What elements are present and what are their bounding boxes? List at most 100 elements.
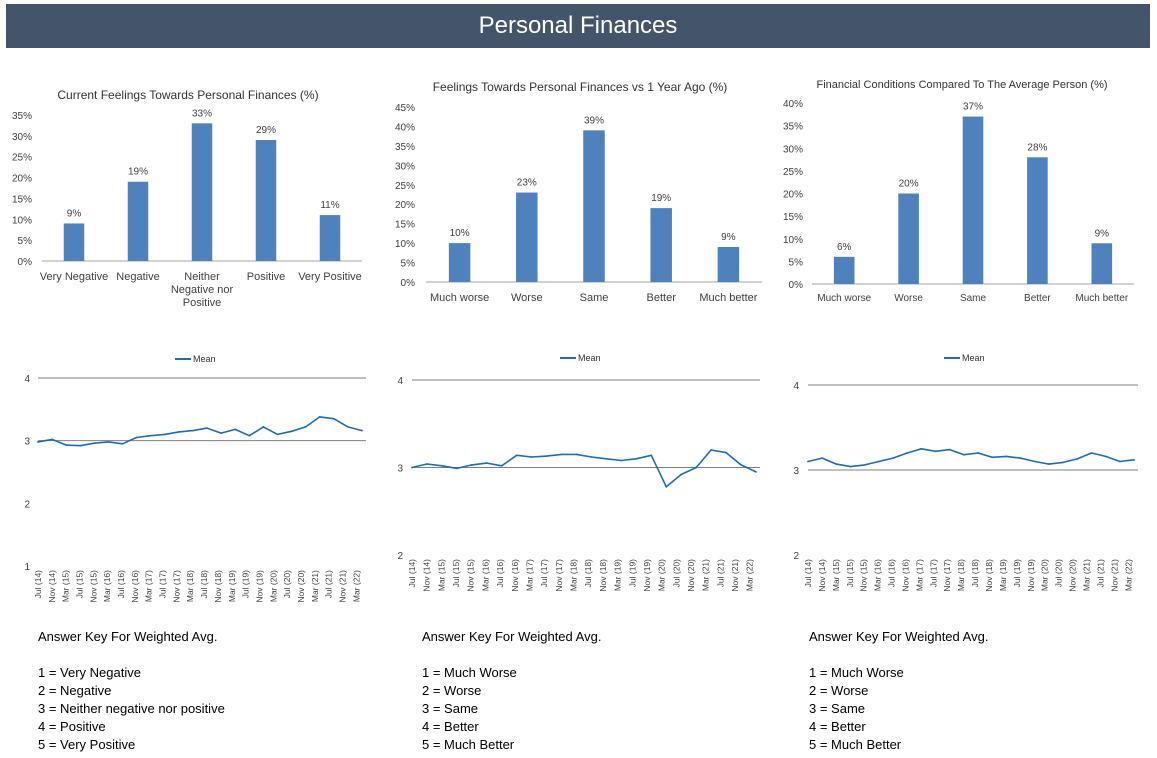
bar [191, 123, 213, 261]
y-tick-label: 2 [397, 551, 403, 562]
data-point [920, 447, 923, 450]
data-point [177, 430, 180, 433]
x-tick-label: Jul (15) [845, 559, 855, 588]
data-point [121, 442, 124, 445]
data-point [530, 456, 533, 458]
y-tick-label: 3 [793, 466, 799, 477]
x-tick-label: Very Positive [298, 271, 362, 283]
y-tick-label: 30% [395, 161, 415, 172]
answer-key-item: 3 = Neither negative nor positive [38, 701, 225, 716]
x-tick-label: Better [647, 292, 677, 304]
data-point [220, 432, 223, 435]
x-tick-label: Jul (20) [1054, 559, 1064, 588]
x-tick-label: Jul (15) [75, 570, 85, 599]
bar [962, 116, 984, 284]
x-tick-label: Mar (18) [569, 559, 579, 591]
data-label: 9% [1095, 228, 1110, 239]
x-tick-label: Mar (16) [480, 559, 490, 591]
x-tick-label: Mar (20) [268, 570, 278, 602]
y-tick-label: 3 [397, 464, 403, 475]
bar [1027, 157, 1048, 284]
x-tick-label: Mar (20) [1040, 559, 1050, 591]
x-tick-label: Jul (17) [928, 559, 938, 588]
x-tick-label: Mar (16) [102, 570, 112, 602]
data-point [725, 451, 727, 454]
answer-key-item: 5 = Much Better [809, 737, 902, 752]
bar [448, 243, 471, 282]
x-tick-label: Positive [247, 271, 286, 283]
answer-key-item: 4 = Better [422, 719, 479, 734]
data-point [276, 433, 279, 436]
x-tick-label: Much better [1075, 293, 1128, 304]
data-point [318, 415, 321, 418]
x-tick-label: Worse [511, 292, 543, 304]
data-point [963, 453, 965, 456]
x-tick-label: Nov (19) [254, 570, 264, 603]
x-tick-label: Nov (20) [296, 570, 306, 603]
data-point [620, 459, 623, 462]
x-tick-label: Nov (18) [598, 559, 608, 592]
x-tick-label: Jul (17) [539, 559, 549, 588]
bar [255, 140, 277, 261]
chart-title: Financial Conditions Compared To The Ave… [816, 79, 1107, 91]
x-tick-label: Mar (15) [831, 559, 841, 591]
data-point [500, 464, 503, 467]
data-point [680, 473, 683, 476]
answer-key-item: 4 = Positive [38, 719, 106, 734]
data-point [590, 456, 593, 458]
x-tick-label: Jul (14) [407, 559, 417, 588]
answer-key-title: Answer Key For Weighted Avg. [38, 629, 218, 644]
x-tick-label: Nov (16) [130, 570, 140, 603]
data-point [411, 466, 413, 469]
series-line-mean [37, 416, 363, 447]
x-tick-label: Mar (16) [873, 559, 883, 591]
x-tick-label: Nov (20) [1068, 559, 1078, 592]
x-tick-label: Mar (22) [745, 559, 755, 591]
x-tick-label: Positive [183, 297, 222, 309]
data-point [877, 460, 880, 463]
data-point [1076, 458, 1079, 460]
x-tick-label: Nov (17) [942, 559, 952, 592]
x-tick-label: Negative [116, 271, 159, 283]
data-point [807, 460, 809, 463]
data-point [290, 430, 293, 433]
x-tick-label: Mar (17) [144, 570, 154, 602]
x-tick-label: Nov (19) [1026, 559, 1036, 592]
answer-key-item: 2 = Negative [38, 683, 112, 698]
page-title: Personal Finances [6, 4, 1150, 48]
y-tick-label: 0% [18, 257, 33, 268]
x-tick-label: Nov (15) [88, 570, 98, 603]
x-tick-label: Nov (19) [642, 559, 652, 592]
y-tick-label: 15% [12, 194, 32, 205]
data-point [1033, 460, 1036, 463]
y-tick-label: 5% [18, 236, 33, 247]
data-point [107, 441, 110, 443]
data-point [991, 456, 994, 459]
y-tick-label: 4 [24, 374, 30, 385]
bar [1091, 243, 1113, 284]
answer-key-1: Answer Key For Weighted Avg. 1 = Very Ne… [38, 628, 225, 754]
x-tick-label: Mar (21) [1081, 559, 1091, 591]
bar [833, 256, 855, 284]
data-point [906, 452, 909, 454]
x-tick-label: Nov (15) [466, 559, 476, 592]
data-label: 23% [517, 178, 537, 189]
x-tick-label: Nov (18) [213, 570, 223, 603]
series-line-mean [807, 447, 1135, 468]
data-point [1090, 452, 1093, 454]
data-point [65, 444, 68, 446]
x-tick-label: Jul (17) [158, 570, 168, 599]
x-tick-label: Nov (17) [171, 570, 181, 603]
data-point [304, 425, 307, 428]
data-label: 33% [192, 108, 212, 119]
x-tick-label: Worse [894, 293, 923, 304]
x-tick-label: Negative nor [171, 284, 234, 296]
data-point [1118, 460, 1121, 463]
data-label: 37% [963, 102, 983, 113]
y-tick-label: 10% [395, 239, 415, 250]
data-point [635, 457, 638, 460]
data-point [977, 452, 979, 454]
data-point [1048, 463, 1050, 465]
